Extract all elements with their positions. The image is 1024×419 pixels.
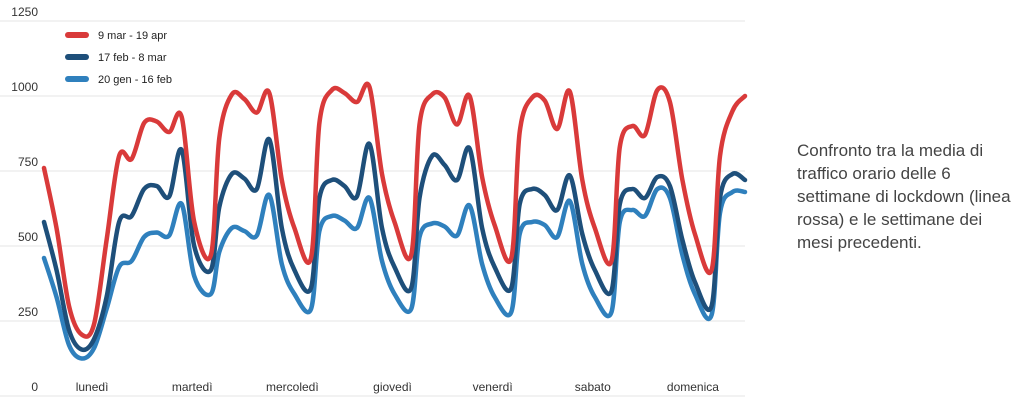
y-tick-label: 250 bbox=[18, 305, 38, 319]
x-axis-day-labels: lunedì martedì mercoledì giovedì venerdì saba… bbox=[76, 380, 720, 394]
x-tick-label: mercoledì bbox=[266, 380, 319, 394]
chart: 0 250 500 750 1000 1250 lunedì martedì mercoled… bbox=[0, 5, 748, 397]
y-tick-label: 1250 bbox=[11, 5, 38, 19]
legend: 9 mar - 19 apr 17 feb - 8 mar 20 gen - 16 … bbox=[65, 30, 172, 86]
y-axis-ticks: 0 250 500 750 1000 1250 bbox=[11, 5, 38, 394]
series-line bbox=[41, 185, 748, 361]
legend-label: 9 mar - 19 apr bbox=[98, 30, 167, 42]
legend-label: 20 gen - 16 feb bbox=[98, 74, 172, 86]
x-tick-label: martedì bbox=[172, 380, 213, 394]
series-lines bbox=[41, 81, 748, 361]
y-tick-label: 500 bbox=[18, 230, 38, 244]
x-tick-label: venerdì bbox=[473, 380, 513, 394]
x-tick-label: domenica bbox=[667, 380, 719, 394]
chart-caption: Confronto tra la media di traffico orari… bbox=[797, 141, 1011, 252]
x-tick-label: giovedì bbox=[373, 380, 412, 394]
legend-label: 17 feb - 8 mar bbox=[98, 52, 167, 64]
x-tick-label: lunedì bbox=[76, 380, 109, 394]
y-tick-label: 750 bbox=[18, 155, 38, 169]
series-line bbox=[41, 137, 748, 353]
x-tick-label: sabato bbox=[575, 380, 611, 394]
series-line bbox=[41, 81, 748, 339]
y-tick-label: 0 bbox=[31, 380, 38, 394]
y-tick-label: 1000 bbox=[11, 80, 38, 94]
